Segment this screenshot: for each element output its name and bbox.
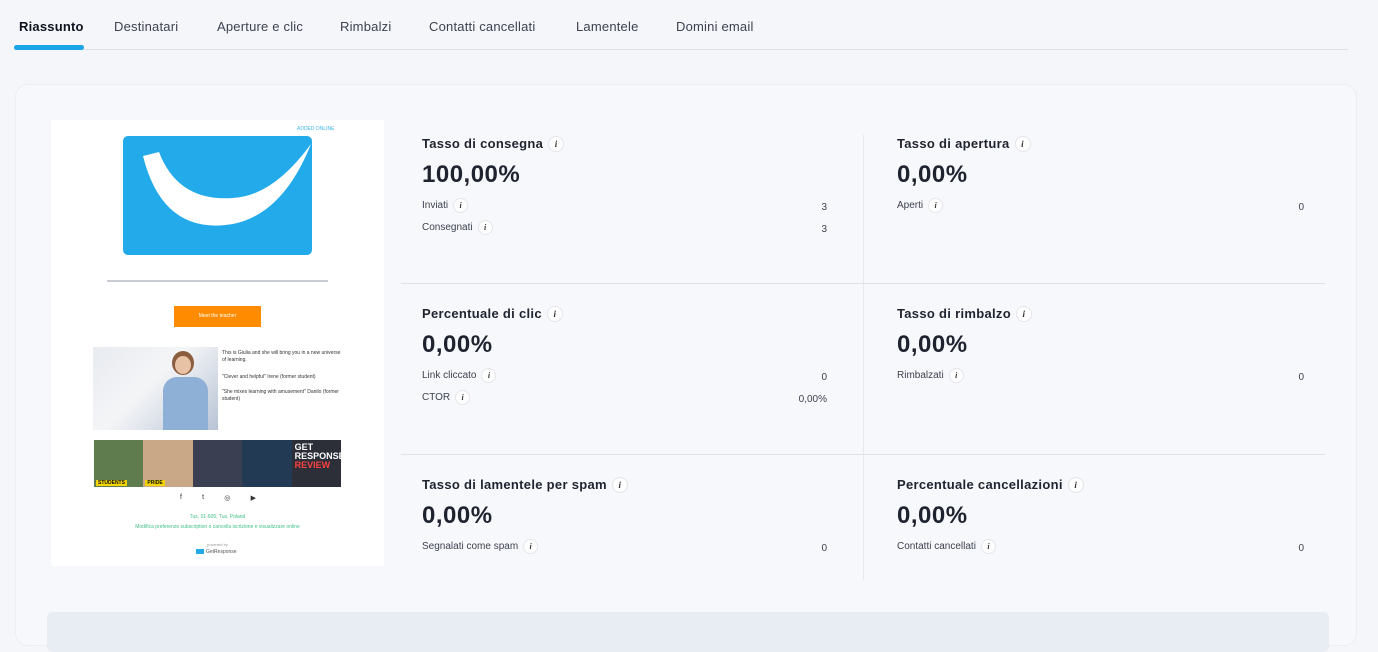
grid-divider-vertical	[863, 135, 864, 580]
metric-value: 0,00%	[422, 502, 493, 529]
row-rimbalzati: Rimbalzati i	[897, 369, 963, 382]
youtube-icon[interactable]: ▶	[250, 495, 256, 502]
row-ctor-value: 0,00%	[798, 394, 827, 405]
info-icon[interactable]: i	[454, 199, 468, 212]
tab-destinatari[interactable]: Destinatari	[114, 19, 179, 34]
info-icon[interactable]: i	[981, 540, 995, 553]
envelope-icon	[196, 549, 204, 555]
twitter-icon[interactable]: t	[202, 494, 205, 501]
row-consegnati: Consegnati i	[422, 221, 492, 234]
bottom-panel	[47, 612, 1329, 652]
row-link-cliccato: Link cliccato i	[422, 369, 496, 382]
preview-top-link[interactable]: ADDED ONLINE	[297, 126, 335, 132]
info-icon[interactable]: i	[547, 306, 562, 321]
info-icon[interactable]: i	[1016, 306, 1031, 321]
info-icon[interactable]: i	[1015, 136, 1030, 151]
tab-lamentele[interactable]: Lamentele	[576, 19, 639, 34]
metric-value: 0,00%	[897, 331, 968, 358]
metric-value: 100,00%	[422, 161, 521, 188]
row-aperti-value: 0	[1298, 202, 1304, 213]
metric-title: Tasso di rimbalzo	[897, 306, 1011, 321]
info-icon[interactable]: i	[1068, 477, 1083, 492]
preview-footer-links[interactable]: Modifica preferenze subscription o cance…	[135, 524, 300, 530]
row-consegnati-value: 3	[821, 224, 827, 235]
row-contatti-cancellati: Contatti cancellati i	[897, 540, 995, 553]
metric-click-rate: Percentuale di clic i 0,00%	[422, 306, 562, 359]
tab-bar: Riassunto Destinatari Aperture e clic Ri…	[14, 0, 1348, 50]
info-icon[interactable]: i	[456, 391, 470, 404]
metric-title: Tasso di apertura	[897, 136, 1010, 151]
metric-open-rate: Tasso di apertura i 0,00%	[897, 136, 1030, 189]
metric-title: Percentuale cancellazioni	[897, 477, 1063, 492]
info-icon[interactable]: i	[949, 369, 963, 382]
metric-title: Tasso di lamentele per spam	[422, 477, 607, 492]
metric-delivery-rate: Tasso di consegna i 100,00%	[422, 136, 564, 189]
tab-riassunto[interactable]: Riassunto	[19, 19, 84, 34]
metric-value: 0,00%	[897, 161, 968, 188]
preview-quote-1: "Clever and helpful" Irene (former stude…	[222, 374, 316, 380]
grid-divider-1	[401, 283, 1325, 284]
info-icon[interactable]: i	[482, 369, 496, 382]
meet-teacher-button[interactable]: Meet the teacher	[174, 306, 261, 327]
banner-students-label: STUDENTS	[96, 480, 127, 486]
metric-spam-rate: Tasso di lamentele per spam i 0,00%	[422, 477, 627, 530]
row-inviati: Inviati i	[422, 199, 468, 212]
row-rimbalzati-value: 0	[1298, 372, 1304, 383]
preview-banner: STUDENTS PRIDE GET RESPONSE REVIEW	[94, 440, 345, 487]
preview-address: Tus, 01-605, Tus, Poland	[189, 514, 246, 520]
row-aperti: Aperti i	[897, 199, 943, 212]
facebook-icon[interactable]: f	[180, 494, 182, 501]
metric-title: Percentuale di clic	[422, 306, 542, 321]
row-link-cliccato-value: 0	[821, 372, 827, 383]
preview-quote-2: "She mixes learning with amusement" Dani…	[222, 389, 339, 402]
active-tab-indicator	[14, 45, 84, 50]
instagram-icon[interactable]: ◎	[224, 495, 231, 502]
row-ctor: CTOR i	[422, 391, 470, 404]
metric-title: Tasso di consegna	[422, 136, 544, 151]
info-icon[interactable]: i	[524, 540, 538, 553]
info-icon[interactable]: i	[549, 136, 564, 151]
metric-value: 0,00%	[422, 331, 493, 358]
banner-pride-label: PRIDE	[145, 480, 165, 486]
metric-bounce-rate: Tasso di rimbalzo i 0,00%	[897, 306, 1031, 359]
social-links: f t ◎ ▶	[180, 494, 256, 502]
email-preview[interactable]: ADDED ONLINE Meet the teacher This is Gi…	[51, 120, 384, 566]
getresponse-logo-icon	[123, 136, 312, 255]
preview-powered-by: powered by	[207, 542, 228, 547]
row-inviati-value: 3	[821, 202, 827, 213]
metric-unsubscribe-rate: Percentuale cancellazioni i 0,00%	[897, 477, 1083, 530]
info-icon[interactable]: i	[929, 199, 943, 212]
row-contatti-cancellati-value: 0	[1298, 543, 1304, 554]
grid-divider-2	[401, 454, 1325, 455]
tab-domini-email[interactable]: Domini email	[676, 19, 754, 34]
teacher-photo	[93, 347, 218, 430]
preview-brand: GetResponse	[196, 549, 237, 555]
tab-rimbalzi[interactable]: Rimbalzi	[340, 19, 392, 34]
info-icon[interactable]: i	[478, 221, 492, 234]
preview-intro-text: This is Giulia and she will bring you in…	[222, 350, 341, 363]
metric-value: 0,00%	[897, 502, 968, 529]
row-segnalati-spam-value: 0	[821, 543, 827, 554]
tab-contatti-cancellati[interactable]: Contatti cancellati	[429, 19, 536, 34]
tab-aperture-e-clic[interactable]: Aperture e clic	[217, 19, 304, 34]
banner-getresponse-review: GET RESPONSE REVIEW	[294, 442, 345, 470]
row-segnalati-spam: Segnalati come spam i	[422, 540, 538, 553]
info-icon[interactable]: i	[612, 477, 627, 492]
preview-divider	[107, 280, 328, 282]
